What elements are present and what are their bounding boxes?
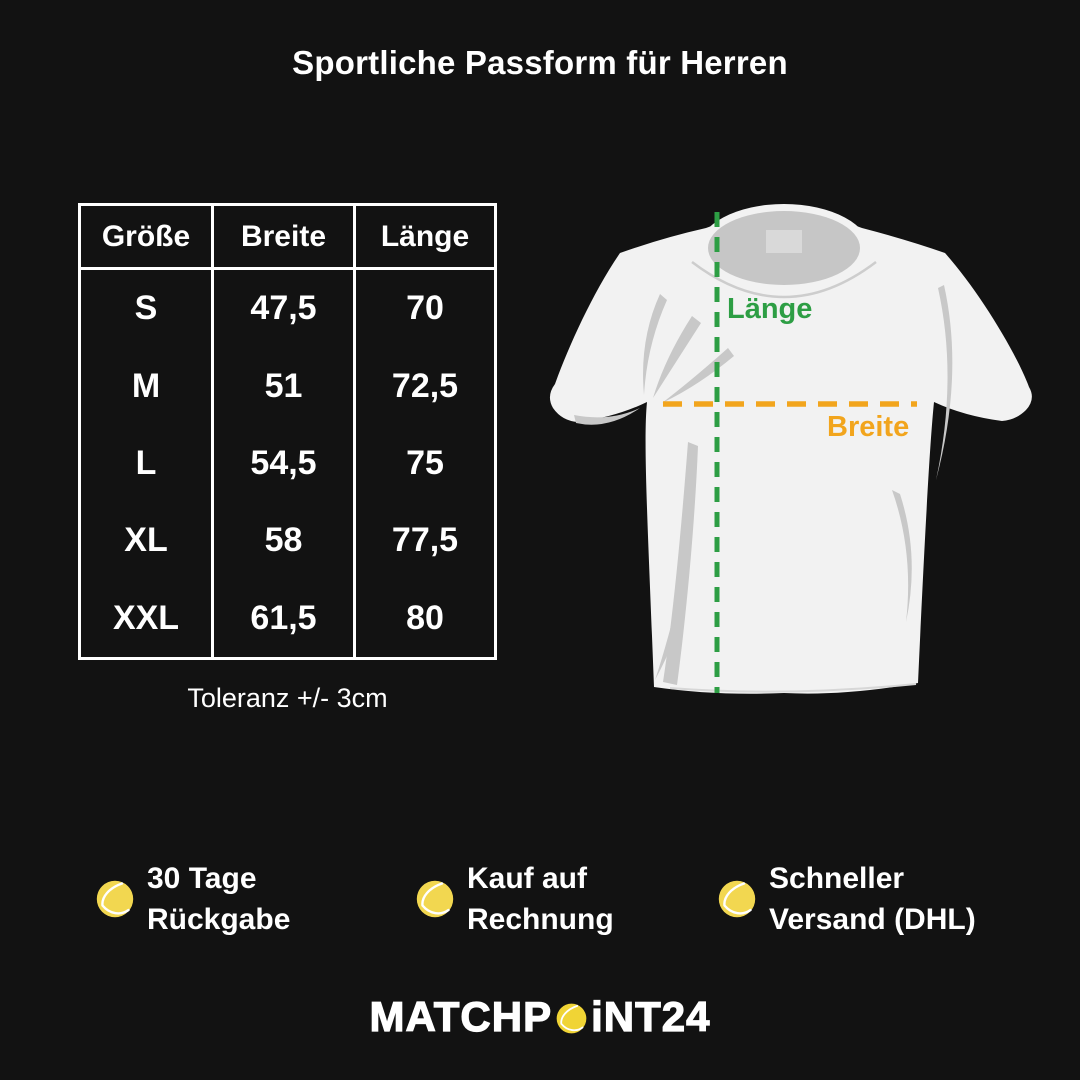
logo-text-prefix: MATCHP	[369, 992, 553, 1040]
table-cell-size: XL	[81, 502, 214, 580]
size-table: Größe Breite Länge S 47,5 70 M 51 72,5 L…	[78, 203, 497, 660]
tshirt-svg: Länge Breite	[549, 204, 1032, 694]
table-header-groesse: Größe	[81, 206, 214, 270]
tolerance-note: Toleranz +/- 3cm	[187, 683, 388, 713]
table-cell-breite: 54,5	[214, 424, 356, 503]
table-cell-laenge: 75	[406, 443, 444, 482]
table-cell-laenge: 72,5	[391, 366, 459, 405]
tennis-ball-icon	[416, 880, 454, 918]
benefit-text: Kauf auf Rechnung	[467, 858, 614, 940]
tennis-ball-icon	[96, 880, 134, 918]
table-cell-breite: 58	[214, 502, 356, 580]
benefit-line: Versand (DHL)	[769, 903, 976, 936]
table-cell-size: S	[81, 270, 214, 348]
benefit-text: 30 Tage Rückgabe	[147, 858, 290, 940]
benefit-text: Schneller Versand (DHL)	[769, 858, 976, 940]
tshirt-illustration: Länge Breite	[540, 190, 1040, 705]
benefit-shipping: Schneller Versand (DHL)	[718, 858, 976, 940]
benefit-line: Kauf auf	[467, 862, 587, 895]
benefit-line: 30 Tage	[147, 862, 257, 895]
collar-tag	[766, 230, 802, 253]
table-cell-breite: 47,5	[214, 270, 356, 348]
table-cell-breite: 61,5	[214, 579, 356, 657]
breite-label: Breite	[827, 411, 909, 443]
tennis-ball-icon	[556, 1003, 587, 1033]
tennis-ball-icon	[718, 880, 756, 918]
benefit-line: Rechnung	[467, 903, 614, 936]
brand-logo: MATCHP iNT24	[0, 992, 1080, 1041]
table-cell-laenge: 77,5	[391, 521, 459, 560]
benefit-returns: 30 Tage Rückgabe	[96, 858, 290, 940]
table-cell-breite: 51	[214, 347, 356, 425]
table-cell-laenge: 70	[406, 289, 444, 328]
collar-seam	[691, 261, 877, 299]
benefit-invoice: Kauf auf Rechnung	[416, 858, 614, 940]
collar	[691, 204, 877, 299]
table-cell-laenge: 80	[406, 598, 444, 637]
laenge-label: Länge	[727, 293, 812, 325]
table-header-laenge: Länge	[356, 206, 494, 270]
table-cell-size: L	[81, 424, 214, 503]
benefit-line: Rückgabe	[147, 903, 291, 936]
table-cell-size: XXL	[81, 579, 214, 657]
logo-text-suffix: iNT24	[590, 992, 711, 1040]
fabric-folds	[574, 285, 953, 685]
hem-edge	[669, 683, 917, 693]
table-cell-size: M	[81, 347, 214, 425]
page-title: Sportliche Passform für Herren	[292, 44, 788, 81]
benefit-line: Schneller	[769, 862, 905, 895]
table-header-breite: Breite	[214, 206, 356, 270]
